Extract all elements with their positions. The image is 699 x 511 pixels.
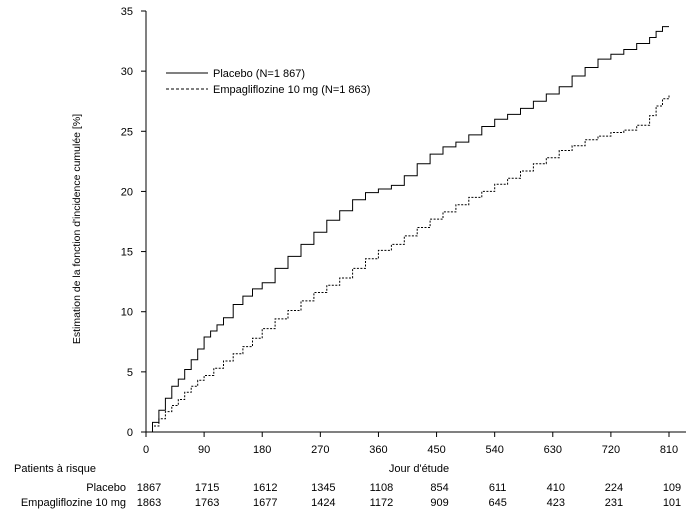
y-tick-label: 30 xyxy=(121,66,133,78)
risk-value-empagliflozine: 645 xyxy=(488,497,506,509)
risk-value-placebo: 224 xyxy=(605,482,623,494)
x-tick-label: 540 xyxy=(485,444,503,456)
risk-value-placebo: 1612 xyxy=(253,482,277,494)
x-tick-label: 180 xyxy=(253,444,271,456)
x-tick-label: 90 xyxy=(198,444,210,456)
risk-value-placebo: 410 xyxy=(547,482,565,494)
series-layer xyxy=(146,26,670,433)
risk-value-empagliflozine: 1172 xyxy=(370,497,394,509)
y-tick-label: 15 xyxy=(121,247,133,259)
x-tick-label: 360 xyxy=(369,444,387,456)
y-tick-label: 10 xyxy=(121,307,133,319)
risk-row-label-placebo: Placebo xyxy=(86,482,126,494)
risk-value-placebo: 1867 xyxy=(137,482,161,494)
risk-value-placebo: 109 xyxy=(663,482,681,494)
risk-value-empagliflozine: 1863 xyxy=(137,497,161,509)
x-tick-label: 0 xyxy=(143,444,149,456)
risk-value-placebo: 1715 xyxy=(195,482,219,494)
x-axis-label: Jour d'étude xyxy=(389,463,449,475)
risk-value-placebo: 854 xyxy=(430,482,448,494)
x-tick-label: 450 xyxy=(427,444,445,456)
x-tick-label: 630 xyxy=(544,444,562,456)
x-tick-label: 810 xyxy=(660,444,678,456)
risk-table-values: 1867 1715 1612 1345 1108 854 611 410 224 109 1863 1… xyxy=(137,482,681,509)
x-tick-label: 720 xyxy=(602,444,620,456)
risk-value-empagliflozine: 423 xyxy=(547,497,565,509)
risk-value-placebo: 611 xyxy=(489,482,507,494)
y-ticks: 0 5 10 15 20 25 30 35 xyxy=(121,6,146,439)
y-tick-label: 20 xyxy=(121,186,133,198)
risk-value-empagliflozine: 101 xyxy=(663,497,681,509)
y-tick-label: 35 xyxy=(121,6,133,18)
y-tick-label: 5 xyxy=(127,367,133,379)
risk-value-empagliflozine: 1677 xyxy=(253,497,277,509)
x-tick-label: 270 xyxy=(311,444,329,456)
risk-row-label-empagliflozine: Empagliflozine 10 mg xyxy=(21,497,126,509)
y-tick-label: 25 xyxy=(121,126,133,138)
risk-value-placebo: 1108 xyxy=(370,482,394,494)
y-tick-label: 0 xyxy=(127,427,133,439)
legend: Placebo (N=1 867) Empagliflozine 10 mg (… xyxy=(166,68,370,96)
legend-label-empagliflozine: Empagliflozine 10 mg (N=1 863) xyxy=(213,84,370,96)
risk-value-empagliflozine: 1763 xyxy=(195,497,219,509)
risk-value-empagliflozine: 231 xyxy=(605,497,623,509)
risk-value-placebo: 1345 xyxy=(311,482,335,494)
x-ticks: 0 90 180 270 360 450 540 630 720 810 xyxy=(143,432,678,456)
legend-label-placebo: Placebo (N=1 867) xyxy=(213,68,305,80)
risk-value-empagliflozine: 909 xyxy=(430,497,448,509)
y-axis-label: Estimation de la fonction d'incidence cu… xyxy=(71,114,83,344)
series-line-empagliflozine xyxy=(146,95,670,433)
series-line-placebo xyxy=(146,26,669,433)
risk-value-empagliflozine: 1424 xyxy=(311,497,335,509)
axes xyxy=(145,11,686,433)
risk-table-title: Patients à risque xyxy=(14,463,96,475)
